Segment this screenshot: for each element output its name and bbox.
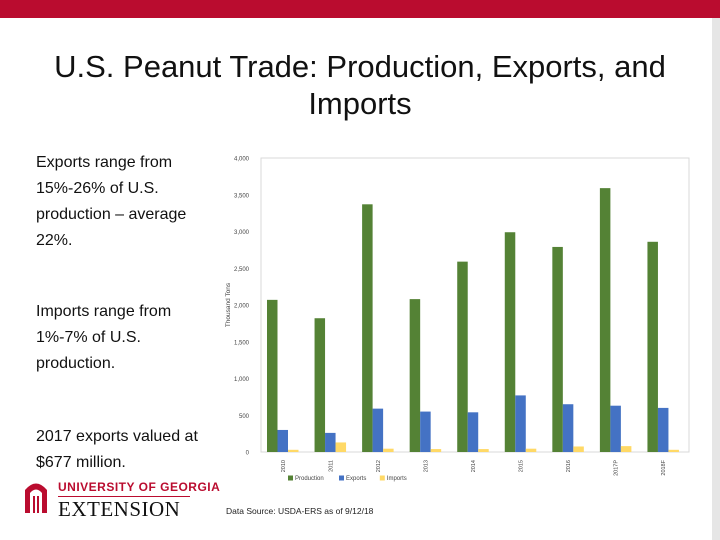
uga-extension-logo: UNIVERSITY OF GEORGIA EXTENSION (24, 478, 220, 521)
bar-imports-2015 (525, 448, 537, 452)
y-tick-label: 3,000 (234, 230, 250, 236)
logo-rule (58, 496, 190, 497)
y-tick-label: 0 (246, 451, 250, 457)
x-tick-label: 2012 (376, 460, 382, 472)
x-tick-label: 2011 (328, 460, 334, 472)
y-tick-label: 2,500 (234, 267, 250, 273)
bullet-exports-value: 2017 exports valued at $677 million. (36, 428, 198, 471)
bar-imports-2016 (573, 446, 584, 452)
x-tick-label: 2017P (614, 460, 620, 476)
bar-production-2014 (457, 261, 468, 452)
legend-label-production: Production (295, 476, 324, 482)
x-tick-label: 2015 (519, 460, 525, 472)
header-bar (0, 0, 720, 18)
bar-exports-2017p (610, 405, 621, 452)
logo-university-text: UNIVERSITY OF GEORGIA (58, 480, 221, 494)
bar-exports-2010 (277, 429, 288, 452)
peanut-trade-chart: 0 500 1,000 1,500 2,000 2,500 3,000 3,500 4,000 T… (216, 150, 694, 492)
legend-label-imports: Imports (387, 476, 407, 482)
bullet-imports-range: Imports range from 1%-7% of U.S. product… (36, 303, 172, 372)
bar-exports-2013 (420, 411, 431, 452)
bar-imports-2018f (668, 449, 679, 452)
bar-production-2016 (552, 246, 563, 452)
bar-exports-2018f (657, 407, 669, 452)
chart-svg: 0 500 1,000 1,500 2,000 2,500 3,000 3,500 4,000 T… (225, 157, 690, 482)
bar-exports-2012 (372, 408, 384, 452)
bar-imports-2011 (335, 442, 347, 452)
x-tick-label: 2013 (423, 460, 429, 472)
x-tick-label: 2016 (566, 460, 572, 472)
logo-extension-text: EXTENSION (58, 497, 181, 521)
x-tick-label: 2018F (661, 459, 667, 475)
y-tick-label: 3,500 (234, 193, 250, 199)
uga-arch-icon (25, 483, 47, 513)
y-tick-label: 2,000 (234, 304, 250, 310)
bar-exports-2015 (515, 395, 526, 452)
plot-area-border (260, 157, 690, 453)
legend-label-exports: Exports (346, 476, 366, 482)
bar-imports-2012 (383, 448, 394, 452)
slide-title: U.S. Peanut Trade: Production, Exports, … (54, 49, 666, 121)
y-tick-label: 1,500 (234, 340, 250, 346)
bar-production-2010 (267, 299, 278, 452)
bar-imports-2013 (430, 449, 442, 452)
bar-production-2015 (504, 232, 516, 452)
bar-exports-2011 (325, 432, 336, 452)
bar-exports-2016 (562, 404, 574, 452)
bar-imports-2017p (620, 446, 632, 452)
legend-swatch-exports (339, 475, 344, 481)
bar-production-2011 (314, 318, 326, 452)
bar-imports-2014 (478, 449, 489, 452)
data-source: Data Source: USDA-ERS as of 9/12/18 (226, 506, 374, 516)
x-tick-label: 2010 (281, 460, 287, 472)
bar-imports-2010 (288, 449, 299, 452)
bar-production-2012 (362, 204, 373, 452)
y-tick-label: 500 (239, 414, 250, 420)
bar-production-2013 (409, 299, 421, 452)
bullet-exports-range: Exports range from 15%-26% of U.S. produ… (36, 154, 187, 249)
bar-production-2017p (599, 188, 611, 452)
legend-swatch-production (288, 475, 293, 481)
x-tick-label: 2014 (471, 460, 477, 472)
bar-production-2018f (647, 241, 658, 452)
y-axis-label: Thousand Tons (225, 282, 232, 327)
legend-swatch-imports (379, 475, 385, 481)
y-tick-label: 4,000 (234, 157, 250, 163)
slide-edge-shade (712, 18, 720, 540)
y-tick-label: 1,000 (234, 377, 250, 383)
bar-exports-2014 (467, 412, 479, 452)
